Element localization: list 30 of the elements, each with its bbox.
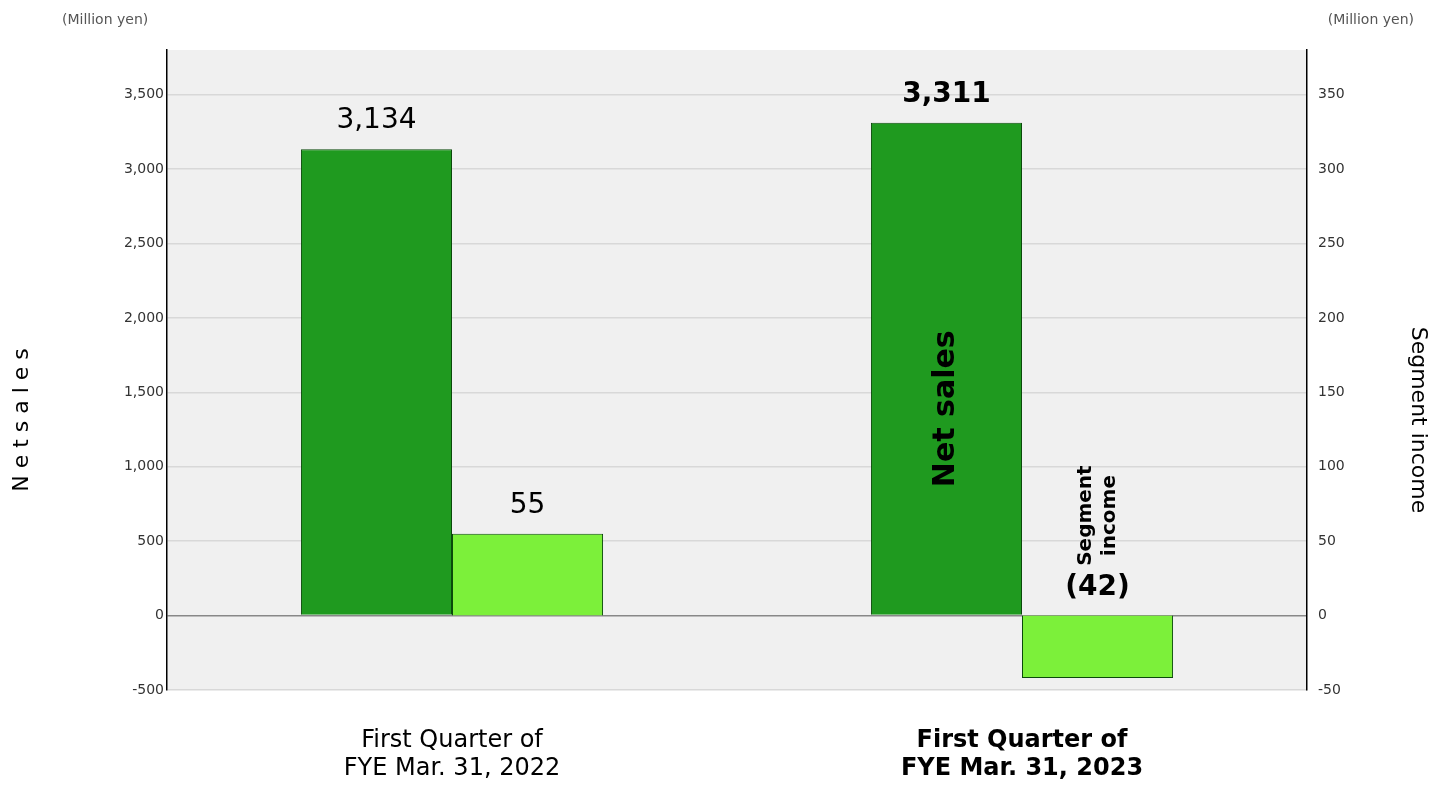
y-tick-label: -500 — [132, 680, 164, 697]
y-tick-label: 0 — [155, 606, 164, 623]
y2-tick-label: 150 — [1318, 382, 1345, 399]
data-label: 55 — [509, 487, 546, 520]
y2-axis-title: Segment income — [1407, 326, 1433, 514]
y2-tick-label: 300 — [1318, 159, 1345, 176]
y2-tick-label: 250 — [1318, 234, 1345, 251]
y2-tick-label: -50 — [1318, 680, 1341, 697]
y-tick-label: 1,500 — [123, 382, 164, 399]
y2-tick-label: 350 — [1318, 85, 1345, 102]
x-tick-label: First Quarter of FYE Mar. 31, 2022 — [343, 724, 561, 782]
text: (Million yen) — [62, 10, 149, 27]
data-label: 3,134 — [336, 102, 417, 136]
y-tick-label: 3,000 — [123, 159, 164, 176]
y2-tick-label: 200 — [1318, 308, 1345, 325]
y-tick-label: 1,000 — [123, 457, 164, 474]
y-tick-label: 3,500 — [123, 85, 164, 102]
text: (Million yen) — [1327, 10, 1414, 27]
y-tick-label: 2,000 — [123, 308, 164, 325]
y-tick-label: 500 — [137, 531, 164, 548]
y-tick-label: 2,500 — [123, 234, 164, 251]
data-label: (42) — [1065, 568, 1130, 602]
y2-tick-label: 0 — [1318, 606, 1327, 623]
data-label: 3,311 — [902, 76, 991, 110]
y-axis-title: N e t s a l e s — [7, 348, 33, 492]
series-label: Net sales — [926, 330, 962, 488]
y2-tick-label: 50 — [1318, 531, 1336, 548]
x-tick-label: First Quarter of FYE Mar. 31, 2023 — [900, 724, 1144, 782]
y2-tick-label: 100 — [1318, 457, 1345, 474]
text: Segment income — [1071, 464, 1120, 566]
